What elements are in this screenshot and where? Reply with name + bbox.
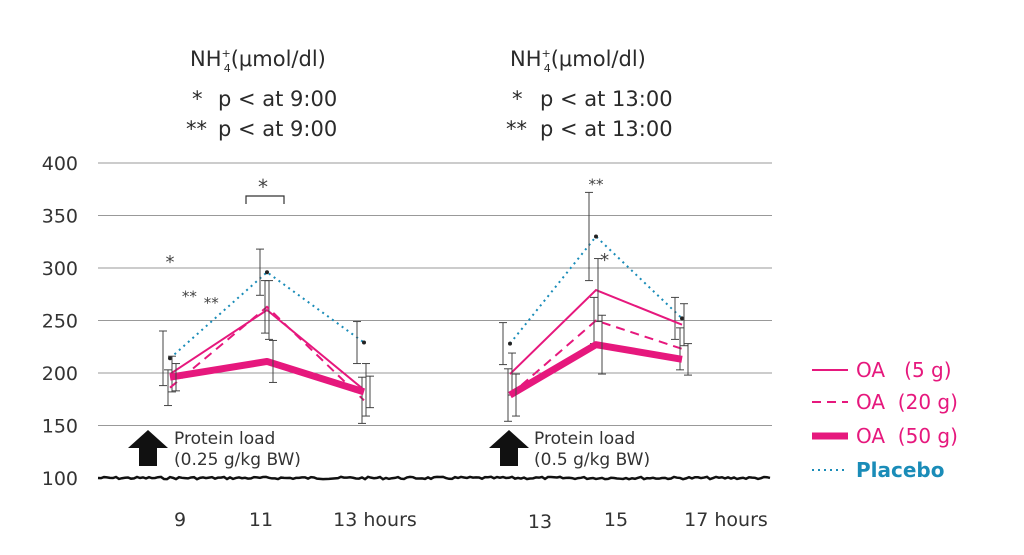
panel1-note2-mark: ** [186, 117, 207, 141]
significance-marks: *** ***** [166, 175, 610, 312]
error-bar-p1-dotted-0 [159, 330, 167, 387]
panel2-protein-load: Protein load (0.5 g/kg BW) [489, 429, 650, 470]
sig-mark-p1-1: ** [182, 288, 198, 306]
bracket-line [245, 195, 285, 204]
x-axis-baseline [97, 475, 771, 481]
y-tick-250: 250 [42, 311, 78, 333]
series-line-p2-thick [508, 341, 683, 399]
panel1-title: NH+ 4(μmol/dl) [190, 47, 326, 75]
legend-item-oa-5: OA (5 g) [812, 358, 952, 382]
series-line-p2-dashed [509, 319, 683, 396]
error-bar-p2-dotted-2 [671, 296, 679, 340]
error-bar-p2-solid-2 [680, 303, 688, 347]
y-tick-400: 400 [42, 153, 78, 175]
error-bar-p1-dotted-2 [353, 321, 361, 365]
point-p1-placebo-1 [265, 270, 269, 275]
error-bar-p1-dashed-1 [261, 280, 269, 334]
gridlines [98, 162, 772, 426]
panel2-title: NH+ 4(μmol/dl) [510, 47, 646, 75]
panel1-annotation-line2: (0.25 g/kg BW) [174, 450, 301, 470]
x-label-p1-2: 13 hours [333, 509, 417, 531]
legend-label-oa-50: OA (50 g) [856, 424, 958, 448]
point-p2-placebo-2 [680, 316, 684, 321]
point-p2-placebo-1 [594, 234, 598, 239]
panel1-header: NH+ 4(μmol/dl) * p < at 9:00 ** p < at 9:… [186, 47, 337, 141]
point-p1-placebo-0 [168, 356, 172, 361]
x-label-p1-0: 9 [174, 509, 186, 531]
error-bar-p2-thick-0 [512, 373, 520, 417]
series-line-p1-solid [169, 308, 365, 391]
panel2-note2-mark: ** [506, 117, 527, 141]
x-axis-labels: 9 11 13 hours 13 15 17 hours [174, 509, 768, 533]
y-tick-150: 150 [42, 416, 78, 438]
panel1-note1-text: p < at 9:00 [218, 87, 337, 111]
panel2-note1-mark: * [512, 87, 523, 111]
legend-label-oa-20: OA (20 g) [856, 390, 958, 414]
error-bar-p2-thick-1 [598, 314, 606, 375]
sig-mark-p2-1: * [600, 250, 609, 271]
arrow-up-icon [489, 430, 529, 466]
legend-item-placebo: Placebo [812, 458, 945, 482]
legend-label-placebo: Placebo [856, 458, 945, 482]
y-tick-350: 350 [42, 206, 78, 228]
error-bar-p2-dashed-0 [504, 368, 512, 422]
panel2-note1-text: p < at 13:00 [540, 87, 673, 111]
data-series [159, 191, 692, 424]
y-tick-200: 200 [42, 363, 78, 385]
panel1-bracket: * [245, 175, 285, 204]
y-tick-300: 300 [42, 258, 78, 280]
error-bar-p1-thick-0 [172, 363, 180, 392]
panel2-header: NH+ 4(μmol/dl) * p < at 13:00 ** p < at 1… [506, 47, 673, 141]
sig-mark-p1-2: ** [204, 294, 220, 312]
error-bar-p1-dotted-1 [256, 248, 264, 296]
legend-label-oa-5: OA (5 g) [856, 358, 952, 382]
panel1-note2-text: p < at 9:00 [218, 117, 337, 141]
panel1-annotation-line1: Protein load [174, 429, 275, 449]
y-axis-ticks: 100 150 200 250 300 350 400 [42, 153, 78, 490]
point-p1-placebo-2 [362, 340, 366, 345]
panel2-note2-text: p < at 13:00 [540, 117, 673, 141]
x-label-p2-0: 13 [528, 511, 552, 533]
x-label-p2-2: 17 hours [684, 509, 768, 531]
error-bar-p1-thick-2 [366, 375, 374, 409]
error-bar-p2-dotted-0 [499, 322, 507, 366]
series-line-p2-dotted [509, 235, 683, 345]
error-bar-p1-thick-1 [269, 339, 277, 383]
error-bar-p1-dashed-0 [164, 369, 172, 407]
sig-mark-p1-0: * [166, 252, 175, 273]
panel2-annotation-line2: (0.5 g/kg BW) [534, 450, 650, 470]
point-p2-placebo-0 [508, 341, 512, 346]
y-tick-100: 100 [42, 468, 78, 490]
bracket-mark: * [258, 175, 268, 199]
series-line-p2-solid [509, 288, 683, 375]
x-label-p2-1: 15 [604, 509, 628, 531]
series-line-p1-thick [169, 357, 366, 396]
panel1-protein-load: Protein load (0.25 g/kg BW) [128, 429, 301, 470]
error-bar-p2-dashed-2 [676, 327, 684, 371]
panel2-annotation-line1: Protein load [534, 429, 635, 449]
series-line-p1-dotted [169, 270, 365, 360]
error-bar-p2-thick-2 [684, 343, 692, 376]
arrow-up-icon [128, 430, 168, 466]
x-label-p1-1: 11 [249, 509, 273, 531]
legend-item-oa-20: OA (20 g) [812, 390, 958, 414]
series-line-p1-dashed [169, 305, 365, 402]
error-bar-p1-dashed-2 [358, 376, 366, 424]
error-bar-p2-dotted-1 [585, 191, 593, 282]
legend: OA (5 g) OA (20 g) OA (50 g) Placebo [812, 358, 958, 482]
sig-mark-p2-0: ** [589, 175, 605, 193]
legend-item-oa-50: OA (50 g) [812, 424, 958, 448]
panel1-note1-mark: * [192, 87, 203, 111]
